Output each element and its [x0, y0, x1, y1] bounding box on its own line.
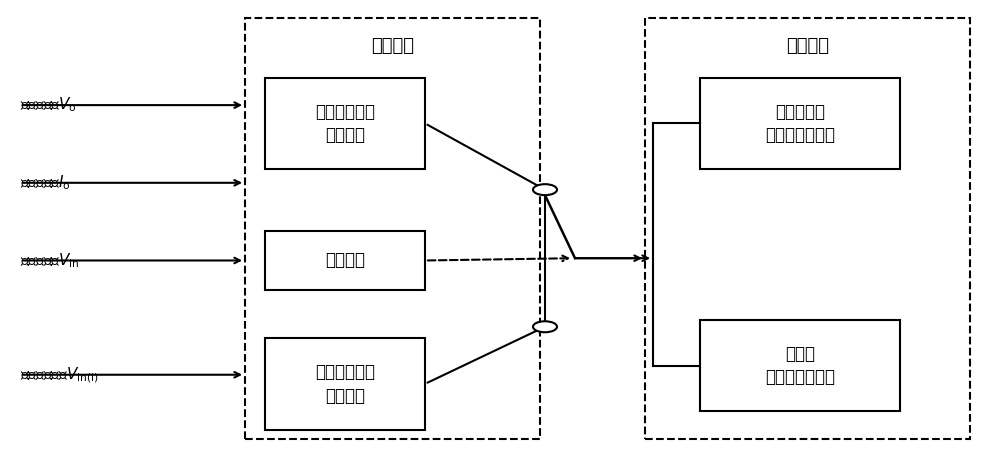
Text: 电压异常状态
控制指令: 电压异常状态 控制指令	[315, 363, 375, 405]
Text: 子控制器: 子控制器	[786, 37, 829, 55]
Text: 输出侧电流$I_\mathrm{o}$: 输出侧电流$I_\mathrm{o}$	[20, 174, 71, 192]
FancyBboxPatch shape	[265, 78, 425, 169]
Text: 电压正常状态
控制指令: 电压正常状态 控制指令	[315, 102, 375, 144]
Circle shape	[533, 321, 557, 332]
Text: 状态检测: 状态检测	[325, 251, 365, 270]
Circle shape	[533, 184, 557, 195]
FancyBboxPatch shape	[700, 78, 900, 169]
FancyBboxPatch shape	[265, 338, 425, 430]
FancyBboxPatch shape	[700, 320, 900, 411]
Text: 输出侧电压$V_\mathrm{o}$: 输出侧电压$V_\mathrm{o}$	[20, 96, 77, 114]
Text: 主控制器: 主控制器	[371, 37, 414, 55]
Text: 双有源桥型
直流变换器控制: 双有源桥型 直流变换器控制	[765, 102, 835, 144]
Text: 各子模块电压$V_\mathrm{in(i)}$: 各子模块电压$V_\mathrm{in(i)}$	[20, 365, 99, 384]
Text: 谐振型
直流变换器控制: 谐振型 直流变换器控制	[765, 345, 835, 387]
FancyBboxPatch shape	[265, 231, 425, 290]
Text: 输入侧电压$V_\mathrm{in}$: 输入侧电压$V_\mathrm{in}$	[20, 251, 80, 270]
